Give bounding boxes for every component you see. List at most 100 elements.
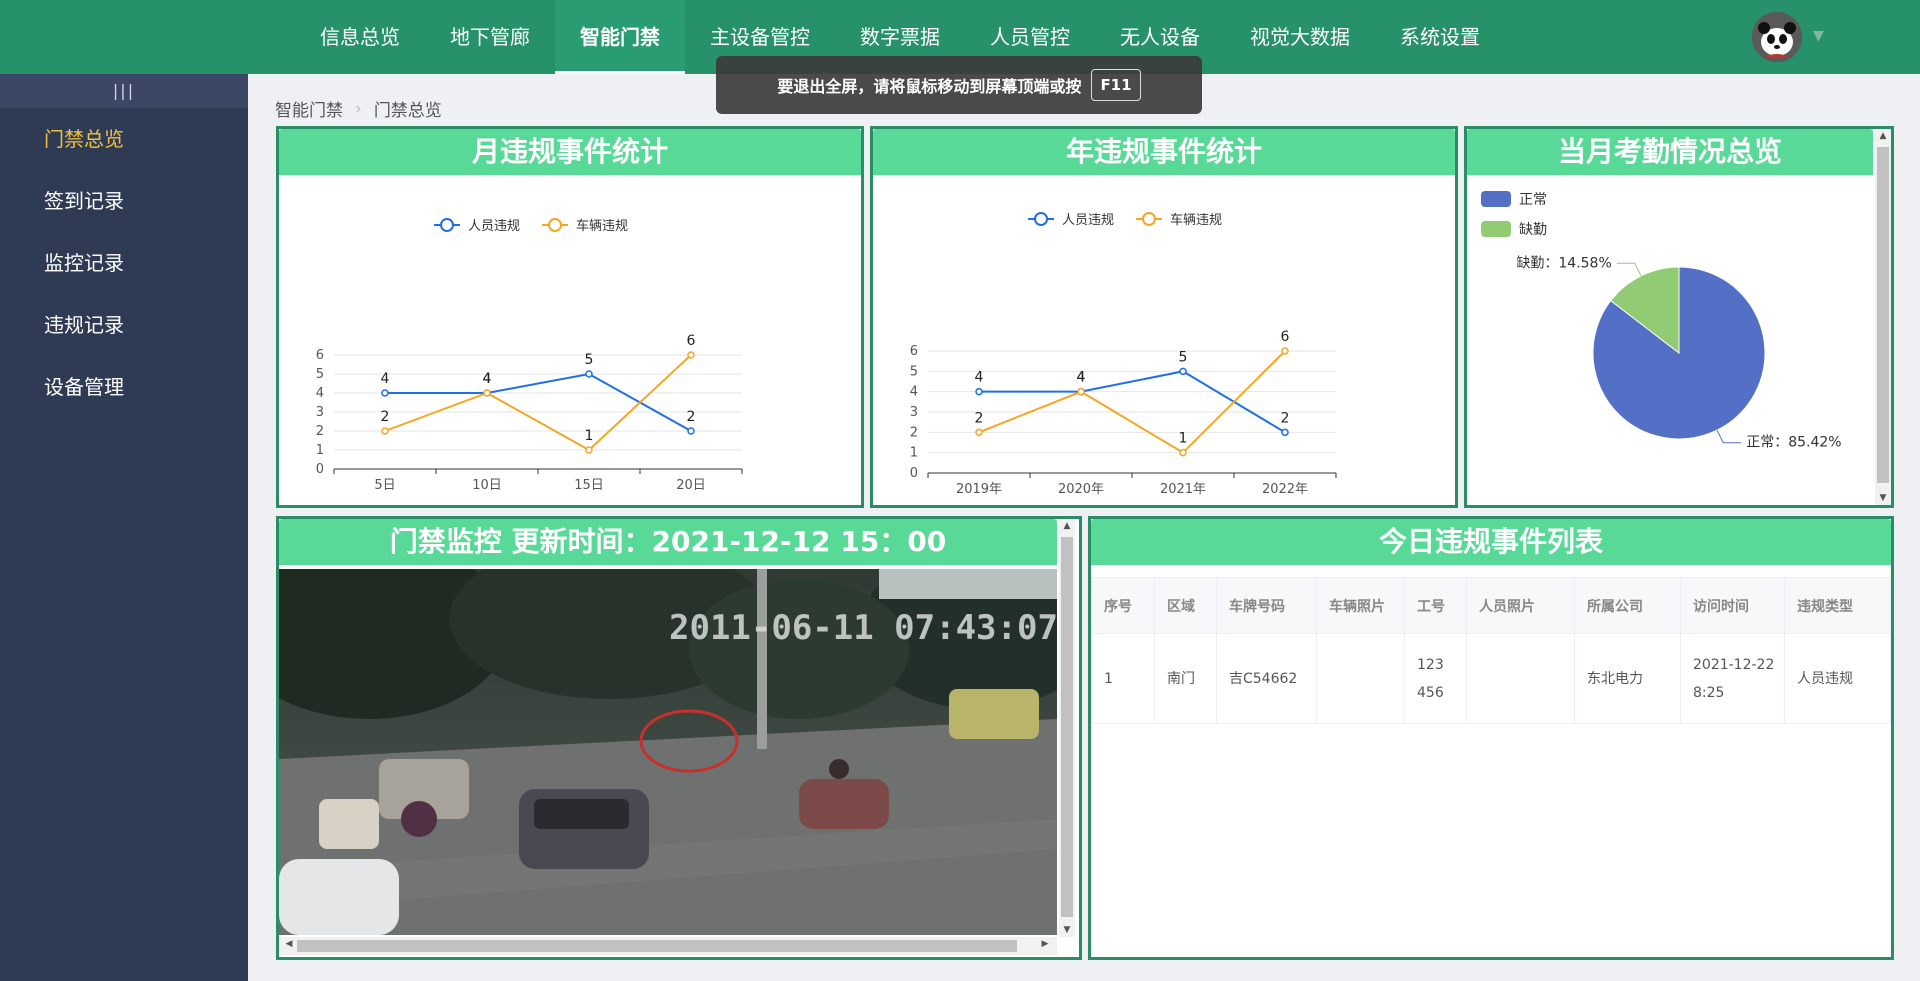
data-label: 5 [1179, 349, 1188, 365]
events-table: 序号 区域 车牌号码 车辆照片 工号 人员照片 所属公司 访问时间 违规类型 1… [1091, 577, 1891, 724]
x-tick-label: 5日 [374, 478, 395, 493]
legend-item: 车辆违规 [1136, 212, 1222, 228]
y-tick-label: 6 [316, 348, 324, 363]
data-point [1179, 448, 1187, 457]
y-tick-label: 1 [910, 446, 918, 461]
table-cell [1316, 633, 1405, 724]
column-header: 车辆照片 [1316, 577, 1405, 634]
data-point [1281, 428, 1289, 437]
data-point [1077, 387, 1085, 396]
top-navbar: 信息总览 地下管廊 智能门禁 主设备管控 数字票据 人员管控 无人设备 视觉大数… [0, 0, 1920, 74]
monitor-horizontal-scrollbar[interactable]: ◀ ▶ [279, 937, 1057, 955]
nav-item-vision-data[interactable]: 视觉大数据 [1250, 25, 1350, 49]
scroll-down-icon[interactable]: ▼ [1063, 925, 1071, 935]
surveillance-frame-image: 2011-06-11 07:43:07 [279, 569, 1057, 935]
data-label: 2 [1281, 410, 1290, 426]
data-label: 4 [1077, 370, 1086, 386]
data-label: 6 [1281, 329, 1290, 345]
chevron-right-icon: › [355, 98, 362, 119]
main-nav: 信息总览 地下管廊 智能门禁 主设备管控 数字票据 人员管控 无人设备 视觉大数… [295, 0, 1505, 74]
x-tick-label: 2021年 [1160, 482, 1206, 497]
nav-item-overview[interactable]: 信息总览 [320, 25, 400, 49]
column-header: 车牌号码 [1216, 577, 1317, 634]
data-label: 2 [687, 409, 696, 425]
scroll-left-icon[interactable]: ◀ [285, 939, 293, 949]
monthly-violation-panel: 月违规事件统计 人员违规 车辆违规 0 1 2 3 4 5 6 5日 10日 15日 20日 4 4 5 2 2 4… [276, 126, 864, 508]
nav-item-digital-bills[interactable]: 数字票据 [860, 25, 940, 49]
data-label: 4 [975, 370, 984, 386]
sidebar-item-access-overview[interactable]: 门禁总览 [44, 127, 124, 151]
nav-item-settings[interactable]: 系统设置 [1400, 25, 1480, 49]
column-header: 工号 [1404, 577, 1467, 634]
breadcrumb-root[interactable]: 智能门禁 [275, 101, 343, 121]
y-tick-label: 0 [910, 466, 918, 481]
table-cell: 南门 [1154, 633, 1217, 724]
data-label: 4 [483, 371, 492, 387]
scrollbar-thumb[interactable] [1061, 537, 1073, 917]
table-row[interactable]: 1 南门 吉C54662 123456 东北电力 2021-12-22 8:25… [1091, 633, 1891, 724]
column-header: 违规类型 [1784, 577, 1891, 634]
scroll-down-icon[interactable]: ▼ [1879, 493, 1887, 503]
legend-marker [440, 218, 454, 232]
data-label: 2 [381, 409, 390, 425]
y-tick-label: 2 [316, 424, 324, 439]
scroll-up-icon[interactable]: ▲ [1063, 521, 1071, 531]
table-cell: 人员违规 [1784, 633, 1891, 724]
table-header-row: 序号 区域 车牌号码 车辆照片 工号 人员照片 所属公司 访问时间 违规类型 [1091, 577, 1891, 634]
sidebar-item-monitor-records[interactable]: 监控记录 [44, 251, 124, 275]
monitor-vertical-scrollbar[interactable]: ▲ ▼ [1059, 519, 1075, 937]
nav-item-utility-tunnel[interactable]: 地下管廊 [450, 25, 530, 49]
pie-data-label: 正常：85.42% [1746, 435, 1841, 451]
legend-label: 车辆违规 [576, 218, 628, 234]
yearly-violation-panel: 年违规事件统计 人员违规 车辆违规 0 1 2 3 4 5 6 2019年 2020年 2021年 20… [870, 126, 1458, 508]
pie-label-line [1616, 262, 1642, 277]
x-tick-label: 10日 [472, 478, 502, 493]
scroll-right-icon[interactable]: ▶ [1041, 939, 1049, 949]
y-tick-label: 2 [910, 425, 918, 440]
attendance-scrollbar[interactable]: ▲ ▼ [1875, 129, 1891, 505]
data-label: 4 [483, 371, 492, 387]
legend-label: 车辆违规 [1170, 212, 1222, 228]
nav-item-access-control[interactable]: 智能门禁 [555, 0, 685, 74]
nav-item-personnel[interactable]: 人员管控 [990, 25, 1070, 49]
scroll-up-icon[interactable]: ▲ [1879, 131, 1887, 141]
legend-item: 正常 [1481, 191, 1547, 208]
attendance-panel: 当月考勤情况总览 正常 缺勤 正常：85.42% 缺勤：14.58% ▲ ▼ [1464, 126, 1894, 508]
legend-label: 缺勤 [1519, 222, 1547, 238]
legend-marker [1034, 212, 1048, 226]
legend-label: 人员违规 [468, 219, 520, 234]
pie-label-line [1716, 429, 1742, 444]
sidebar: ||| 门禁总览 签到记录 监控记录 违规记录 设备管理 [0, 74, 248, 981]
nav-item-unmanned[interactable]: 无人设备 [1120, 25, 1200, 49]
chevron-down-icon[interactable]: ▼ [1813, 28, 1824, 44]
sidebar-item-violation-records[interactable]: 违规记录 [44, 313, 124, 337]
sidebar-item-checkin-records[interactable]: 签到记录 [44, 189, 124, 213]
data-label: 2 [975, 410, 984, 426]
video-timestamp-overlay: 2011-06-11 07:43:07 [669, 608, 1057, 648]
data-label: 1 [1179, 431, 1188, 447]
scrollbar-thumb[interactable] [297, 940, 1017, 952]
sidebar-item-device-management[interactable]: 设备管理 [44, 375, 124, 399]
data-label: 5 [585, 352, 594, 368]
y-tick-label: 6 [910, 344, 918, 359]
x-tick-label: 20日 [676, 478, 706, 493]
column-header: 人员照片 [1466, 577, 1575, 634]
scrollbar-thumb[interactable] [1877, 147, 1889, 483]
nav-item-equipment[interactable]: 主设备管控 [710, 25, 810, 49]
surveillance-video[interactable]: 2011-06-11 07:43:07 [279, 569, 1057, 935]
panda-avatar-icon [1752, 12, 1802, 62]
data-point [1179, 367, 1187, 376]
fullscreen-tip-text: 要退出全屏，请将鼠标移动到屏幕顶端或按 [777, 77, 1082, 96]
table-cell: 2021-12-22 8:25 [1680, 633, 1785, 724]
data-point [483, 389, 491, 397]
x-tick-label: 15日 [574, 478, 604, 493]
table-cell: 东北电力 [1574, 633, 1681, 724]
sidebar-toggle-button[interactable]: ||| [0, 74, 248, 108]
today-events-title: 今日违规事件列表 [1091, 519, 1891, 565]
legend-marker [1142, 212, 1156, 226]
y-tick-label: 5 [910, 364, 918, 379]
data-point [381, 427, 389, 435]
avatar[interactable] [1752, 12, 1802, 62]
table-cell: 123456 [1404, 633, 1467, 724]
